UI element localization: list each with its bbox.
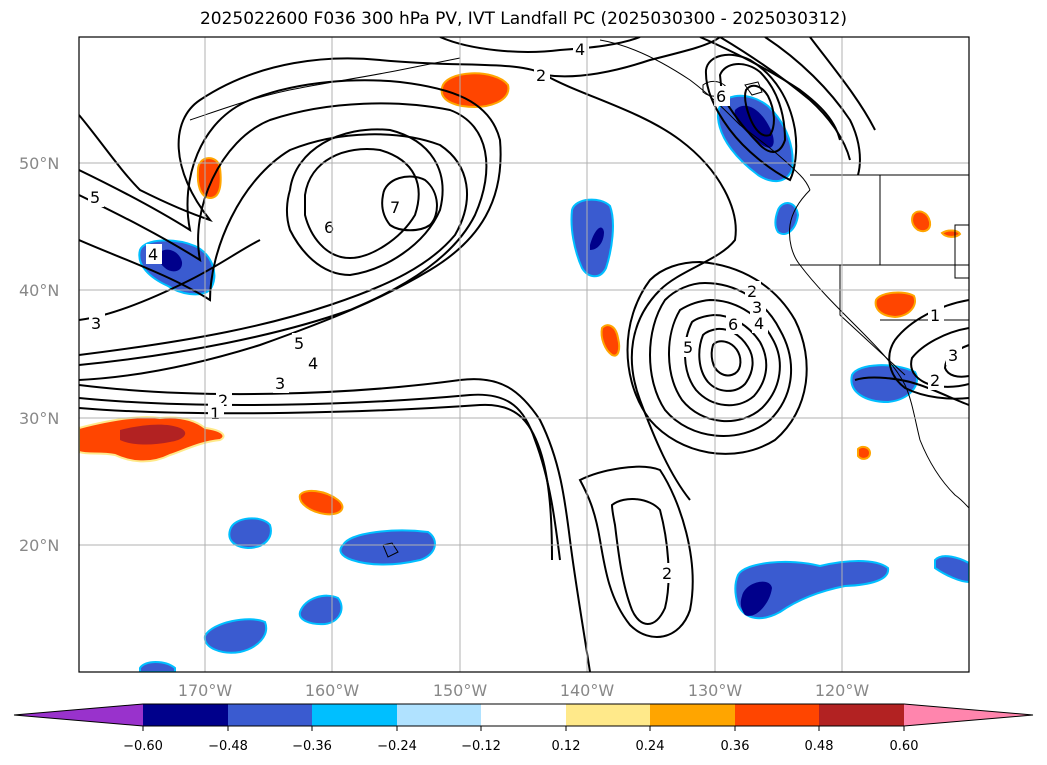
colorbar-tick-label: 0.60 <box>890 739 919 754</box>
colorbar-tick-label: −0.48 <box>208 739 248 754</box>
lat-label: 30°N <box>19 409 59 428</box>
contour-label: 3 <box>752 298 762 317</box>
colorbar-extend-high <box>904 704 1033 726</box>
lat-label: 20°N <box>19 536 59 555</box>
negative-blob <box>228 517 272 550</box>
colorbar: −0.60 −0.48 −0.36 −0.24 −0.12 0.12 0.24 … <box>13 703 1034 754</box>
contour-label: 3 <box>948 346 958 365</box>
lon-label: 120°W <box>815 681 870 700</box>
negative-blob <box>203 618 268 654</box>
contour-label: 2 <box>536 66 546 85</box>
negative-blob <box>774 202 800 235</box>
colorbar-tick-label: 0.36 <box>721 739 750 754</box>
negative-blob <box>157 249 183 272</box>
contour-label: 3 <box>275 374 285 393</box>
lon-label: 150°W <box>433 681 488 700</box>
lat-labels: 50°N 40°N 30°N 20°N <box>19 154 59 555</box>
negative-blob <box>934 555 969 584</box>
positive-blob <box>600 324 621 357</box>
colorbar-segment <box>143 704 228 726</box>
colorbar-segment <box>566 704 650 726</box>
colorbar-tick-label: 0.24 <box>636 739 665 754</box>
lon-label: 130°W <box>688 681 743 700</box>
contour-label: 5 <box>90 188 100 207</box>
colorbar-segment <box>650 704 735 726</box>
negative-blob <box>850 364 918 404</box>
positive-blob <box>440 72 510 108</box>
lon-labels: 170°W 160°W 150°W 140°W 130°W 120°W <box>178 681 870 700</box>
positive-blob <box>196 157 222 200</box>
contour-label: 3 <box>91 314 101 333</box>
contour-label: 2 <box>747 282 757 301</box>
colorbar-tick-label: −0.12 <box>461 739 501 754</box>
map-title: 2025022600 F036 300 hPa PV, IVT Landfall… <box>199 9 847 29</box>
colorbar-tick-label: −0.24 <box>377 739 417 754</box>
contour-label: 7 <box>390 198 400 217</box>
negative-blob <box>570 198 614 278</box>
colorbar-segment <box>735 704 819 726</box>
lon-label: 140°W <box>560 681 615 700</box>
positive-blob <box>940 229 962 238</box>
negative-blob <box>139 661 176 672</box>
lon-label: 160°W <box>305 681 360 700</box>
colorbar-segment <box>228 704 312 726</box>
colorbar-segment <box>397 704 481 726</box>
positive-blob <box>120 424 186 445</box>
contour-label: 4 <box>575 40 585 59</box>
contour-label: 5 <box>294 334 304 353</box>
colorbar-segment <box>481 704 566 726</box>
contour-label: 6 <box>728 315 738 334</box>
colorbar-tick-label: −0.36 <box>292 739 332 754</box>
contour-label: 6 <box>716 87 726 106</box>
negative-blob <box>740 581 772 616</box>
contour-labels: 4 2 6 5 7 6 4 3 5 4 3 2 1 2 3 6 5 4 1 2 … <box>88 38 962 583</box>
contour-label: 2 <box>218 391 228 410</box>
contour-label: 6 <box>324 218 334 237</box>
lon-label: 170°W <box>178 681 233 700</box>
pv-shading <box>79 72 969 672</box>
gridlines <box>79 37 969 672</box>
positive-blob <box>857 445 872 460</box>
lat-label: 40°N <box>19 281 59 300</box>
contour-label: 4 <box>754 314 764 333</box>
contour-label: 5 <box>683 338 693 357</box>
contour-label: 2 <box>930 371 940 390</box>
coastlines <box>189 39 969 558</box>
contour-label: 1 <box>930 306 940 325</box>
colorbar-tick-label: 0.12 <box>552 739 581 754</box>
contour-label: 4 <box>308 354 318 373</box>
colorbar-tick-label: −0.60 <box>123 739 163 754</box>
positive-blob <box>874 291 916 319</box>
colorbar-extend-low <box>14 704 143 726</box>
colorbar-segment <box>312 704 397 726</box>
negative-blob <box>339 529 436 566</box>
contour-label: 4 <box>148 245 158 264</box>
lat-label: 50°N <box>19 154 59 173</box>
negative-blob <box>298 594 343 626</box>
positive-blob <box>911 210 932 233</box>
negative-blob <box>590 227 604 250</box>
contour-label: 2 <box>662 564 672 583</box>
colorbar-ticks <box>142 726 905 731</box>
colorbar-tick-label: 0.48 <box>805 739 834 754</box>
negative-blob <box>734 560 890 620</box>
map-frame <box>78 36 970 673</box>
contour-label: 1 <box>210 404 220 423</box>
colorbar-segment <box>819 704 904 726</box>
